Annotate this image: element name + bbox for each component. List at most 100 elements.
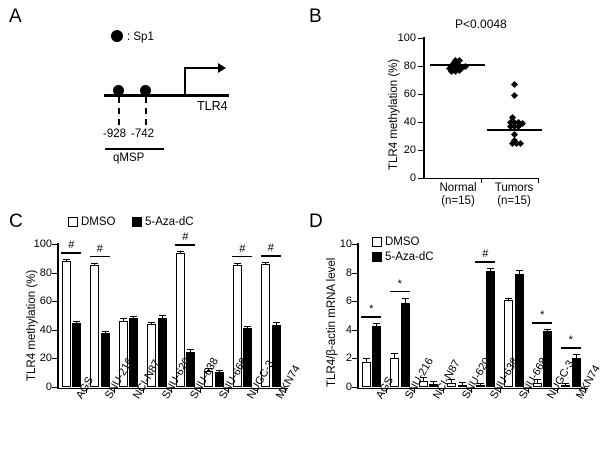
panelc-significance-bar — [61, 252, 82, 254]
panel-d-label: D — [309, 211, 323, 232]
panelc-error-cap — [148, 321, 155, 323]
paneld-bar-snu-638-5-aza-dc — [486, 271, 495, 387]
panel-c-y-axis — [57, 243, 59, 389]
paneld-significance-symbol: * — [540, 309, 545, 322]
panelc-y-tick-label: 40 — [39, 323, 52, 336]
paneld-y-tick — [352, 387, 357, 388]
panelc-error-cap — [62, 259, 70, 260]
panelc-x-tick — [114, 388, 115, 393]
panel-b-x-label-tumors-name: Tumors — [494, 182, 534, 194]
paneld-significance-bar — [361, 316, 382, 318]
paneld-bar-snu-216-5-aza-dc — [400, 302, 410, 387]
panelc-y-tick — [52, 301, 57, 303]
panelc-error-cap — [119, 318, 127, 320]
panelc-bar-mkn74-dmso — [261, 264, 270, 387]
paneld-bar-snu-216-dmso — [390, 358, 399, 387]
paneld-error-bar — [376, 323, 377, 327]
paneld-x-tick — [414, 388, 415, 393]
panel-b-pvalue: P<0.0048 — [455, 17, 507, 31]
paneld-error-cap — [430, 380, 437, 382]
panelc-y-tick — [52, 329, 57, 331]
panel-b-y-axis — [423, 37, 425, 179]
sp1-legend-marker-icon — [111, 30, 123, 42]
panelc-error-cap — [272, 321, 280, 323]
paneld-significance-bar — [475, 261, 496, 263]
site-label-742: -742 — [131, 128, 155, 140]
qmsp-label: qMSP — [113, 152, 145, 164]
panelc-bar-snu-638-dmso — [175, 252, 185, 387]
panelc-x-tick — [256, 388, 258, 393]
panelc-y-tick — [52, 272, 57, 274]
panelc-error-cap — [262, 262, 269, 264]
gene-label-tlr4: TLR4 — [197, 99, 228, 113]
panelc-bar-ags-5-aza-dc — [72, 323, 81, 387]
panel-b-median-normal — [430, 64, 485, 66]
panel-c: C DMSO 5-Aza-dC TLR4 methylation (%) 0 20… — [0, 207, 302, 455]
panelc-x-tick — [171, 388, 172, 393]
panel-b-y-tick — [418, 94, 423, 95]
paneld-y-tick-label: 6 — [345, 295, 352, 308]
panel-c-label: C — [9, 211, 23, 232]
paneld-x-tick — [585, 388, 586, 393]
paneld-bar-snu-620-dmso — [447, 382, 456, 387]
panel-b-y-tick — [418, 178, 423, 179]
paneld-x-tick — [528, 388, 529, 393]
legend-swatch-dmso — [372, 237, 382, 247]
sp1-site-icon-742 — [140, 85, 151, 96]
panelc-significance-bar — [89, 255, 110, 258]
panelc-y-tick — [52, 244, 57, 245]
panelc-significance-symbol: # — [239, 242, 246, 255]
paneld-y-tick — [352, 329, 357, 331]
paneld-bar-ags-dmso — [361, 361, 371, 387]
paneld-significance-bar — [389, 290, 410, 293]
qmsp-region-bar — [105, 148, 164, 150]
paneld-error-cap — [505, 297, 512, 299]
panelc-error-cap — [91, 262, 98, 264]
site-leader-928 — [118, 97, 120, 125]
panelc-y-tick-label: 100 — [33, 238, 52, 250]
paneld-error-cap — [533, 379, 541, 381]
panelc-error-bar — [133, 315, 134, 319]
paneld-error-bar — [451, 379, 452, 383]
panelc-error-cap — [215, 369, 223, 371]
paneld-y-tick — [352, 301, 357, 303]
panelc-y-tick-label: 60 — [39, 295, 52, 308]
panel-b-y-tick-label: 40 — [403, 116, 416, 128]
paneld-bar-snu-668-5-aza-dc — [514, 274, 524, 387]
paneld-significance-symbol: # — [482, 248, 489, 261]
panelc-error-bar — [247, 325, 248, 329]
paneld-y-tick — [352, 358, 357, 360]
panel-b-data-point — [510, 80, 518, 88]
panelc-y-tick-label: 0 — [45, 381, 52, 393]
paneld-error-cap — [487, 268, 494, 270]
panelc-bar-snu-668-5-aza-dc — [214, 371, 224, 387]
paneld-bar-mkn74-dmso — [561, 384, 570, 387]
panelc-error-bar — [275, 321, 277, 325]
panelc-error-bar — [236, 262, 238, 265]
paneld-x-label-nci-n87: NCI-N87 — [431, 357, 464, 401]
panel-b-y-tick — [418, 66, 423, 67]
paneld-error-cap — [401, 297, 409, 299]
panel-b-x-label-normal-n: (n=15) — [441, 195, 475, 207]
paneld-error-cap — [572, 354, 580, 356]
paneld-error-bar — [575, 354, 577, 358]
panelc-bar-snu-620-5-aza-dc — [157, 317, 167, 387]
panel-d-x-axis — [357, 387, 588, 389]
paneld-error-bar — [536, 379, 538, 383]
panelc-error-bar — [151, 321, 152, 325]
panelc-error-cap — [233, 262, 241, 264]
panel-b-y-tick — [418, 38, 423, 39]
paneld-error-bar — [394, 353, 395, 359]
paneld-significance-symbol: * — [397, 277, 402, 290]
panelc-error-bar — [218, 369, 220, 372]
panel-b-x-label-normal-name: Normal — [439, 182, 477, 194]
panel-b-x-tick — [538, 178, 539, 183]
panelc-error-cap — [205, 367, 212, 369]
panel-d-y-axis — [357, 243, 359, 389]
panelc-x-tick — [85, 388, 87, 393]
paneld-significance-bar — [532, 322, 553, 324]
panel-b-y-tick — [418, 122, 423, 123]
panelc-significance-symbol: # — [96, 242, 103, 255]
panelc-bar-snu-216-dmso — [90, 264, 99, 387]
paneld-error-bar — [433, 380, 434, 385]
